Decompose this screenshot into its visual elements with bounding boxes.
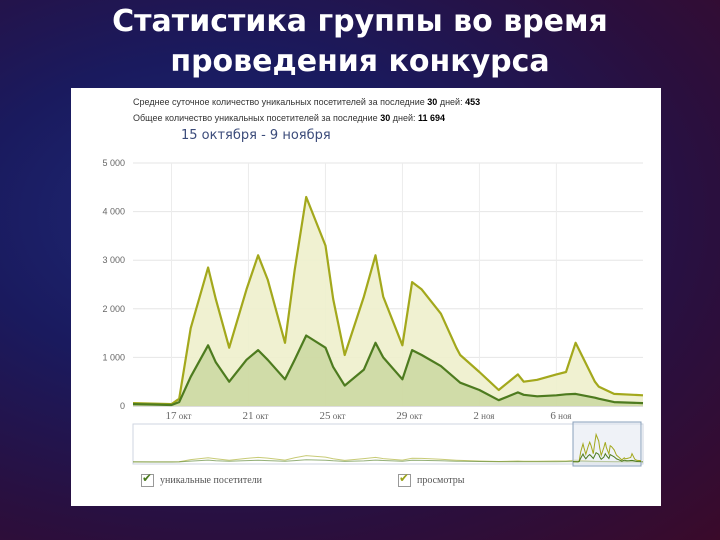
slide-title-line-2: проведения конкурса [170,44,550,79]
x-tick-label: 25 окт [319,410,345,422]
avg-visitors-days-suffix: дней: [439,97,463,107]
total-visitors-value: 11 694 [418,113,446,123]
visitors-chart: 0 1 000 2 000 3 000 4 000 5 000 17 окт 21 окт 25… [102,158,644,467]
legend-views[interactable]: просмотры [398,471,465,487]
navigator-selection [572,421,642,467]
navigator-line-unique [132,459,643,463]
avg-visitors-label: Среднее суточное количество уникальных п… [133,97,425,107]
slide-title: Статистика группы во время проведения ко… [0,2,720,82]
summary-stats: Среднее суточное количество уникальных п… [133,94,480,126]
total-visitors-days: 30 [380,113,391,123]
x-tick-label: 2 ноя [473,410,494,422]
avg-visitors-value: 453 [465,97,481,107]
y-tick-label: 1 000 [102,352,125,362]
total-visitors-label: Общее количество уникальных посетителей … [133,113,378,123]
legend-views-label: просмотры [417,474,465,486]
total-visitors-days-suffix: дней: [392,113,416,123]
navigator-selection-line-views [572,432,642,463]
x-tick-label: 17 окт [165,410,191,422]
y-tick-label: 2 000 [102,304,125,314]
y-tick-label: 5 000 [102,158,125,168]
slide-title-line-1: Статистика группы во время [112,4,608,39]
series-line-views [132,195,644,406]
avg-visitors-line: Среднее суточное количество уникальных п… [133,94,480,110]
navigator-line-views [133,455,644,463]
date-range: 15 октября - 9 ноября [181,128,331,143]
legend-unique-label: уникальные посетители [160,474,262,486]
x-tick-label: 21 окт [242,410,268,422]
legend-unique-checkbox[interactable] [141,471,154,487]
y-tick-label: 3 000 [102,255,125,265]
stats-panel: Среднее суточное количество уникальных п… [71,88,661,506]
navigator-selection-line-unique [572,451,642,463]
y-tick-label: 0 [120,401,125,411]
navigator-box [132,423,644,465]
series-line-unique [132,334,644,407]
total-visitors-line: Общее количество уникальных посетителей … [133,110,480,126]
legend-views-checkbox[interactable] [398,471,411,487]
legend-unique[interactable]: уникальные посетители [141,471,262,487]
x-tick-label: 6 ноя [550,410,571,422]
x-tick-label: 29 окт [396,410,422,422]
y-tick-label: 4 000 [102,207,125,217]
avg-visitors-days: 30 [427,97,438,107]
